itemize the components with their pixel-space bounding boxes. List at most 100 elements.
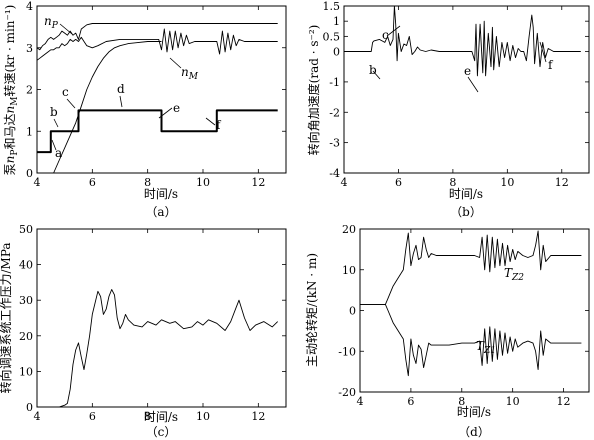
series-line-tz2 xyxy=(360,230,582,305)
annot-TZ2: TZ2 xyxy=(504,266,524,283)
annot-b-b-leader xyxy=(372,70,381,80)
y-tick-label: 1 xyxy=(26,125,33,138)
x-tick-label: 6 xyxy=(407,395,414,408)
panel-b: 4 6 8 10 12 -4 -3 -2 -1 0 0.5 1 1.5 时间/s （b） 转向角加速度… xyxy=(306,0,590,219)
series-line-c-0 xyxy=(37,289,279,408)
annot-c: c xyxy=(62,85,69,99)
y-tick-label: 2 xyxy=(26,84,33,97)
series-line-a-2 xyxy=(53,41,162,174)
annot-b-b: b xyxy=(369,63,377,77)
y-tick-label: 1.5 xyxy=(323,0,341,13)
x-tick-label: 6 xyxy=(89,176,96,189)
x-tick-label: 8 xyxy=(449,176,456,189)
annot-e-b-leader xyxy=(467,76,479,93)
x-tick-label: 8 xyxy=(144,410,151,423)
x-axis-label-b: 时间/s xyxy=(449,187,483,201)
x-tick-label: 8 xyxy=(458,395,465,408)
x-tick-label: 6 xyxy=(89,410,96,423)
annot-d-leader xyxy=(119,95,123,108)
annot-e-b: e xyxy=(464,64,471,78)
y-tick-label: 10 xyxy=(342,264,356,277)
annot-b-leader xyxy=(53,118,59,128)
annot-b: b xyxy=(50,105,58,119)
y-axis-label-c: 转向调速系统工作压力/MPa xyxy=(0,242,13,393)
series-a xyxy=(36,23,278,174)
annot-nM-leader xyxy=(169,57,182,69)
y-ticks-d: -20 -10 0 10 20 xyxy=(338,223,589,399)
series-line-tz1 xyxy=(360,303,582,377)
annot-f: f xyxy=(216,118,222,132)
y-tick-label: 20 xyxy=(342,223,356,236)
annot-c-b-leader xyxy=(386,25,401,37)
y-tick-label: 50 xyxy=(19,223,33,236)
series-line-nm xyxy=(36,28,278,61)
x-tick-label: 4 xyxy=(341,176,348,189)
annot-c-leader xyxy=(66,98,76,109)
x-tick-label: 10 xyxy=(196,410,210,423)
annot-f-b: f xyxy=(548,58,554,72)
plot-frame-b xyxy=(343,5,590,174)
y-axis-label-a-nP: n xyxy=(3,156,17,164)
series-d xyxy=(360,230,582,377)
annot-a-leader xyxy=(51,139,57,151)
plot-frame-a xyxy=(36,5,287,174)
annot-c-b: c xyxy=(382,28,389,42)
x-tick-label: 10 xyxy=(500,176,514,189)
x-tick-label: 12 xyxy=(251,410,265,423)
x-tick-label: 6 xyxy=(395,176,402,189)
x-tick-label: 4 xyxy=(34,410,41,423)
y-tick-label: 0 xyxy=(26,167,33,180)
x-ticks-d: 4 6 8 10 12 xyxy=(357,229,571,408)
y-ticks-b: -4 -3 -2 -1 0 0.5 1 1.5 xyxy=(323,0,589,180)
annot-e: e xyxy=(173,101,180,115)
y-tick-label: 30 xyxy=(19,294,33,307)
y-tick-label: -3 xyxy=(329,137,340,150)
y-ticks-c: 0 10 20 30 40 50 xyxy=(19,223,286,414)
x-tick-label: 4 xyxy=(357,395,364,408)
x-ticks-b: 4 6 8 10 12 xyxy=(341,6,569,189)
x-axis-label-c: 时间/s xyxy=(144,410,178,424)
annot-f-leader xyxy=(205,117,216,126)
x-tick-label: 10 xyxy=(196,176,210,189)
x-axis-label-d: 时间/s xyxy=(457,405,491,419)
y-tick-label: 0 xyxy=(333,46,340,59)
caption-c: （c） xyxy=(146,425,177,439)
y-tick-label: 0 xyxy=(349,305,356,318)
plot-frame-c xyxy=(36,228,287,408)
y-tick-label: 0.5 xyxy=(323,30,341,43)
x-tick-label: 12 xyxy=(251,176,265,189)
series-line-np xyxy=(36,23,278,51)
y-axis-label-a-part1: 泵 xyxy=(3,163,17,175)
y-tick-label: 0 xyxy=(26,401,33,414)
y-axis-label-a: 泵nP和马达nM转速(kr · min⁻¹) xyxy=(2,5,20,176)
y-tick-label: -1 xyxy=(329,76,340,89)
caption-a: （a） xyxy=(145,205,176,219)
y-tick-label: 20 xyxy=(19,330,33,343)
y-axis-label-a-nP-sub: P xyxy=(10,150,20,156)
y-tick-label: 4 xyxy=(26,0,33,13)
y-tick-label: 1 xyxy=(333,15,340,28)
x-tick-label: 4 xyxy=(34,176,41,189)
series-c xyxy=(37,289,279,408)
x-axis-label-a: 时间/s xyxy=(144,187,178,201)
annot-e-leader xyxy=(158,107,173,119)
y-axis-label-a-nM: n xyxy=(3,106,17,114)
x-tick-label: 12 xyxy=(557,395,571,408)
series-line-b-0 xyxy=(344,5,581,77)
x-ticks-c: 4 6 8 10 12 xyxy=(34,229,265,423)
y-tick-label: -10 xyxy=(338,345,356,358)
annot-nP-leader xyxy=(59,23,73,35)
x-tick-label: 12 xyxy=(555,176,569,189)
annot-d: d xyxy=(117,82,125,96)
y-axis-label-a-part3: 转速(kr · min⁻¹) xyxy=(2,5,17,97)
caption-b: （b） xyxy=(450,205,482,219)
y-axis-label-b: 转向角加速度(rad · s⁻²) xyxy=(306,25,321,156)
x-tick-label: 10 xyxy=(506,395,520,408)
y-ticks-a: 0 1 2 3 4 xyxy=(26,0,286,180)
y-axis-label-a-part2: 和马达 xyxy=(3,114,17,150)
annot-nM: nM xyxy=(181,65,199,82)
x-tick-label: 8 xyxy=(144,176,151,189)
annot-nP: nP xyxy=(44,14,59,31)
